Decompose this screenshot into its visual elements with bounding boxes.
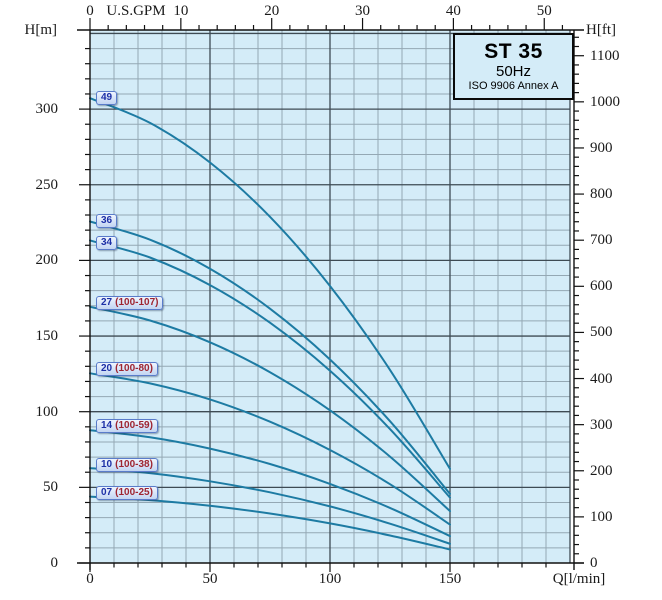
top-axis-title: U.S.GPM [106,3,166,19]
right-tick-label-900: 900 [590,139,613,156]
top-tick-label-0: 0 [86,3,94,19]
curve-stage-number: 07 [101,487,113,498]
pump-curve-14 [89,429,451,538]
curve-model-code: (100-107) [115,297,159,308]
curve-stage-number: 49 [101,92,113,103]
curve-label-14: 14 (100-59) [96,419,158,433]
chart-title-box: ST 35 50Hz ISO 9906 Annex A [453,33,574,100]
pump-curve-36 [89,220,451,495]
pump-curve-49 [89,97,451,470]
left-axis-title: H[m] [24,22,58,38]
top-tick-label-40: 40 [445,3,461,19]
right-tick-label-200: 200 [590,462,613,479]
curve-model-code: (100-25) [115,487,153,498]
bottom-tick-label-50: 50 [202,571,218,587]
curve-stage-number: 36 [101,215,113,226]
curve-label-07: 07 (100-25) [96,486,158,500]
curve-stage-number: 10 [101,459,113,470]
pump-standard: ISO 9906 Annex A [468,79,559,92]
curve-label-36: 36 [96,214,118,228]
curve-model-code: (100-38) [115,459,153,470]
top-tick-label-30: 30 [355,3,371,19]
right-tick-label-300: 300 [590,416,613,433]
pump-curve-10 [89,467,451,545]
left-tick-label-0: 0 [50,555,59,571]
right-tick-label-800: 800 [590,186,613,203]
top-tick-label-20: 20 [264,3,280,19]
left-tick-label-200: 200 [35,252,59,269]
pump-curve-07 [89,495,451,551]
grid-major [90,30,571,563]
left-tick-label-250: 250 [35,176,59,193]
curve-label-20: 20 (100-80) [96,362,158,376]
top-tick-label-50: 50 [536,3,552,19]
pump-curves [89,97,451,551]
pump-frequency: 50Hz [495,62,532,80]
right-tick-label-500: 500 [590,324,613,341]
ticks [79,18,584,572]
curve-stage-number: 34 [101,237,113,248]
bottom-tick-label-150: 150 [438,571,462,587]
bottom-tick-label-100: 100 [318,571,342,587]
curve-stage-number: 20 [101,363,113,374]
curve-label-49: 49 [96,91,118,105]
curve-stage-number: 14 [101,420,113,431]
pump-model-title: ST 35 [484,39,543,63]
curve-label-10: 10 (100-38) [96,458,158,472]
right-tick-label-100: 100 [590,508,613,525]
left-tick-label-300: 300 [35,101,59,118]
right-axis-title: H[ft] [586,22,616,38]
curve-stage-number: 27 [101,297,113,308]
pump-curve-27 [89,305,451,513]
pump-curve-34 [89,239,451,499]
right-tick-label-0: 0 [590,555,598,571]
curve-model-code: (100-80) [115,363,153,374]
right-tick-label-600: 600 [590,278,613,295]
left-tick-label-50: 50 [43,479,58,496]
curve-label-27: 27 (100-107) [96,296,164,310]
right-tick-label-1000: 1000 [590,93,620,110]
bottom-axis-title: Q[l/min] [552,571,606,587]
left-tick-label-100: 100 [35,403,59,420]
bottom-tick-label-0: 0 [86,571,94,587]
right-tick-label-1100: 1100 [590,47,620,64]
curve-label-34: 34 [96,236,118,250]
right-tick-label-700: 700 [590,232,613,249]
pump-curve-20 [89,372,451,526]
right-tick-label-400: 400 [590,370,613,387]
left-tick-label-150: 150 [35,328,59,345]
top-tick-label-10: 10 [173,3,189,19]
curve-model-code: (100-59) [115,420,153,431]
